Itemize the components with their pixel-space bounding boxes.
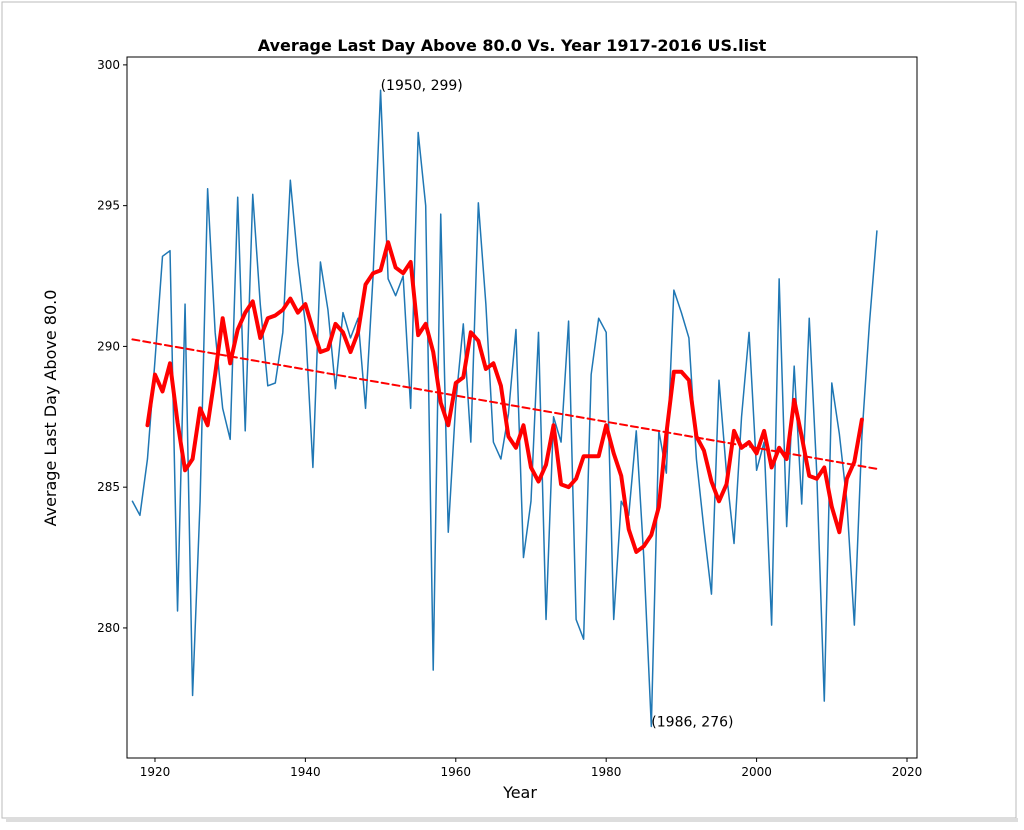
annotation: (1986, 276) xyxy=(651,714,733,730)
y-tick-label: 285 xyxy=(97,480,120,494)
x-tick-label: 1960 xyxy=(441,765,472,779)
y-tick-label: 300 xyxy=(97,58,120,72)
x-tick-label: 1940 xyxy=(290,765,321,779)
chart-title: Average Last Day Above 80.0 Vs. Year 191… xyxy=(258,36,767,55)
y-axis-label: Average Last Day Above 80.0 xyxy=(41,290,60,527)
series-line xyxy=(145,240,864,554)
annotation: (1950, 299) xyxy=(381,78,463,94)
series-line xyxy=(131,338,878,470)
x-tick-label: 1980 xyxy=(591,765,622,779)
plot-frame xyxy=(126,56,918,759)
x-axis-label: Year xyxy=(502,783,537,802)
x-tick-label: 2000 xyxy=(741,765,772,779)
x-tick-label: 2020 xyxy=(892,765,923,779)
y-tick-label: 290 xyxy=(97,339,120,353)
y-tick-label: 295 xyxy=(97,199,120,213)
x-tick-label: 1920 xyxy=(140,765,171,779)
series-line xyxy=(131,89,878,728)
figure-shadow xyxy=(6,818,1018,822)
y-tick-label: 280 xyxy=(97,621,120,635)
